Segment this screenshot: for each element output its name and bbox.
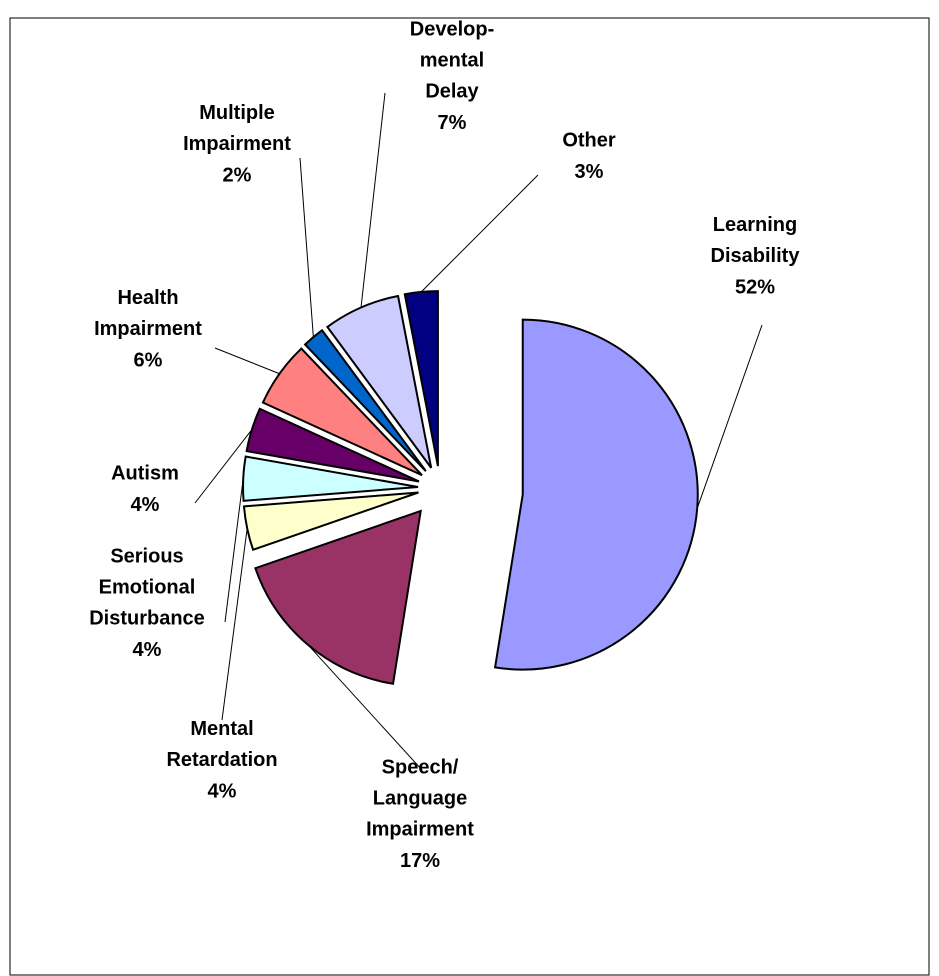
category-label: Speech/Language Impairment <box>366 757 474 841</box>
pie-slice <box>261 347 423 477</box>
value-label: 6% <box>134 349 163 371</box>
category-label: Mental Retardation <box>166 718 277 771</box>
value-label: 4% <box>133 639 162 661</box>
category-label: Develop-mental Delay <box>410 19 494 103</box>
leader-line <box>360 92 386 308</box>
category-label: Learning Disability <box>711 214 801 267</box>
category-label: Serious Emotional Disturbance <box>89 546 205 630</box>
pie-slice <box>303 328 427 472</box>
leader-line <box>214 347 280 375</box>
value-label: 2% <box>223 164 252 186</box>
leader-line <box>307 644 423 771</box>
pie-slice <box>242 455 419 502</box>
pie-slice <box>254 509 422 685</box>
category-label: Multiple Impairment <box>183 102 291 155</box>
value-label: 17% <box>400 850 440 872</box>
value-label: 52% <box>735 276 775 298</box>
category-label: Autism <box>111 463 179 485</box>
leader-line <box>299 157 314 338</box>
value-label: 4% <box>131 494 160 516</box>
leader-line <box>194 429 253 504</box>
category-label: Health Impairment <box>94 287 202 340</box>
chart-frame <box>9 17 930 976</box>
leader-line <box>221 528 248 721</box>
pie-slice <box>493 318 699 671</box>
leader-line <box>224 478 244 623</box>
pie-slice <box>245 407 420 483</box>
category-label: Other <box>562 130 616 152</box>
value-label: 3% <box>575 161 604 183</box>
value-label: 4% <box>208 780 237 802</box>
pie-slice <box>242 491 419 552</box>
value-label: 7% <box>438 112 467 134</box>
leader-line <box>696 324 763 509</box>
leader-line <box>420 174 539 293</box>
